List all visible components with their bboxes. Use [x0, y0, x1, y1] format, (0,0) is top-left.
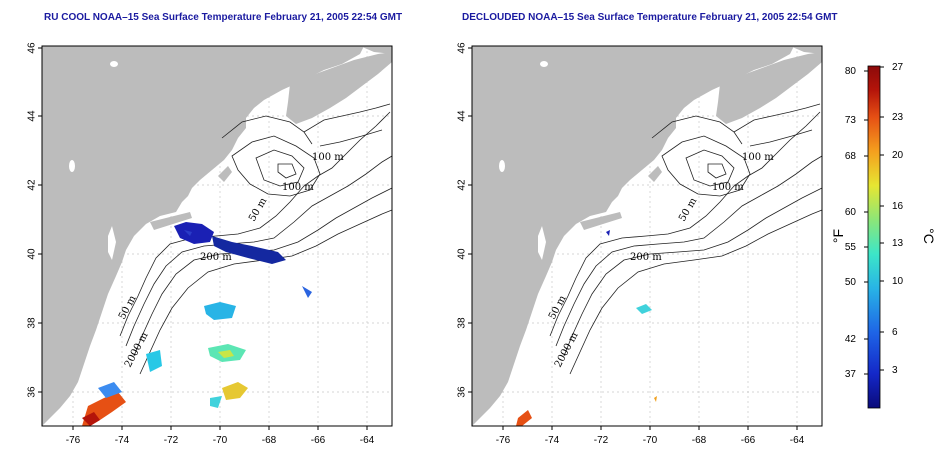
lon-tick-label: -68: [692, 435, 707, 446]
celsius-tick-label: 23: [892, 112, 904, 123]
lat-tick-label: 42: [457, 179, 468, 191]
lat-tick-label: 44: [27, 110, 38, 122]
fahrenheit-tick-label: 55: [845, 242, 857, 253]
celsius-scale: 27 23 20 16 13 10 6 3: [880, 62, 904, 376]
lon-tick-label: -64: [360, 435, 375, 446]
lat-tick-label: 44: [457, 110, 468, 122]
lon-tick-label: -66: [311, 435, 326, 446]
lon-tick-label: -74: [545, 435, 560, 446]
lat-tick-label: 38: [27, 317, 38, 329]
fahrenheit-unit-label: °F: [830, 229, 846, 243]
right-sst-pixels: [516, 230, 657, 426]
fahrenheit-tick-label: 80: [845, 66, 857, 77]
lon-tick-label: -72: [594, 435, 609, 446]
fahrenheit-tick-label: 68: [845, 151, 857, 162]
right-map-frame: [471, 45, 823, 427]
fahrenheit-tick-label: 73: [845, 115, 857, 126]
celsius-tick-label: 27: [892, 62, 904, 73]
lon-tick-label: -76: [496, 435, 511, 446]
contour-label: 100 m: [312, 152, 344, 163]
right-lon-axis: -76 -74 -72 -70 -68 -66 -64: [496, 426, 805, 446]
contour-label: 100 m: [742, 152, 774, 163]
left-lat-axis: 46 44 42 40 38 36: [27, 42, 42, 398]
right-map-title: DECLOUDED NOAA–15 Sea Surface Temperatur…: [462, 12, 838, 23]
lon-tick-label: -74: [115, 435, 130, 446]
celsius-unit-label: °C: [921, 228, 937, 244]
lon-tick-label: -70: [643, 435, 658, 446]
temperature-colorbar: 80 73 68 60 55 50 42 37 27 23 20 16 13 1…: [830, 62, 937, 409]
celsius-tick-label: 6: [892, 327, 898, 338]
left-sst-pixels: [82, 222, 312, 426]
contour-label: 100 m: [282, 182, 314, 193]
fahrenheit-tick-label: 42: [845, 334, 857, 345]
left-map-title: RU COOL NOAA–15 Sea Surface Temperature …: [44, 12, 403, 23]
lon-tick-label: -72: [164, 435, 179, 446]
colorbar-gradient: [867, 65, 881, 409]
fahrenheit-tick-label: 37: [845, 369, 857, 380]
lon-tick-label: -66: [741, 435, 756, 446]
lat-tick-label: 40: [27, 248, 38, 260]
fahrenheit-tick-label: 60: [845, 207, 857, 218]
celsius-tick-label: 20: [892, 150, 904, 161]
lon-tick-label: -64: [790, 435, 805, 446]
contour-label: 100 m: [712, 182, 744, 193]
celsius-tick-label: 16: [892, 201, 904, 212]
left-map-panel: 100 m 100 m 50 m 200 m 50 m 2000 m 46 44…: [27, 42, 393, 446]
contour-label: 200 m: [200, 252, 232, 263]
lat-tick-label: 36: [27, 386, 38, 398]
lat-tick-label: 42: [27, 179, 38, 191]
fahrenheit-tick-label: 50: [845, 277, 857, 288]
celsius-tick-label: 3: [892, 365, 898, 376]
celsius-tick-label: 10: [892, 276, 904, 287]
lat-tick-label: 36: [457, 386, 468, 398]
right-lat-axis: 46 44 42 40 38 36: [457, 42, 472, 398]
lon-tick-label: -76: [66, 435, 81, 446]
lat-tick-label: 38: [457, 317, 468, 329]
left-map-frame: [41, 45, 393, 427]
lat-tick-label: 46: [457, 42, 468, 54]
celsius-tick-label: 13: [892, 238, 904, 249]
fahrenheit-scale: 80 73 68 60 55 50 42 37: [845, 66, 868, 380]
lat-tick-label: 46: [27, 42, 38, 54]
lon-tick-label: -68: [262, 435, 277, 446]
left-lon-axis: -76 -74 -72 -70 -68 -66 -64: [66, 426, 375, 446]
lat-tick-label: 40: [457, 248, 468, 260]
right-map-panel: 100 m 100 m 50 m 200 m 50 m 2000 m 46 44…: [457, 42, 823, 446]
lon-tick-label: -70: [213, 435, 228, 446]
contour-label: 200 m: [630, 252, 662, 263]
